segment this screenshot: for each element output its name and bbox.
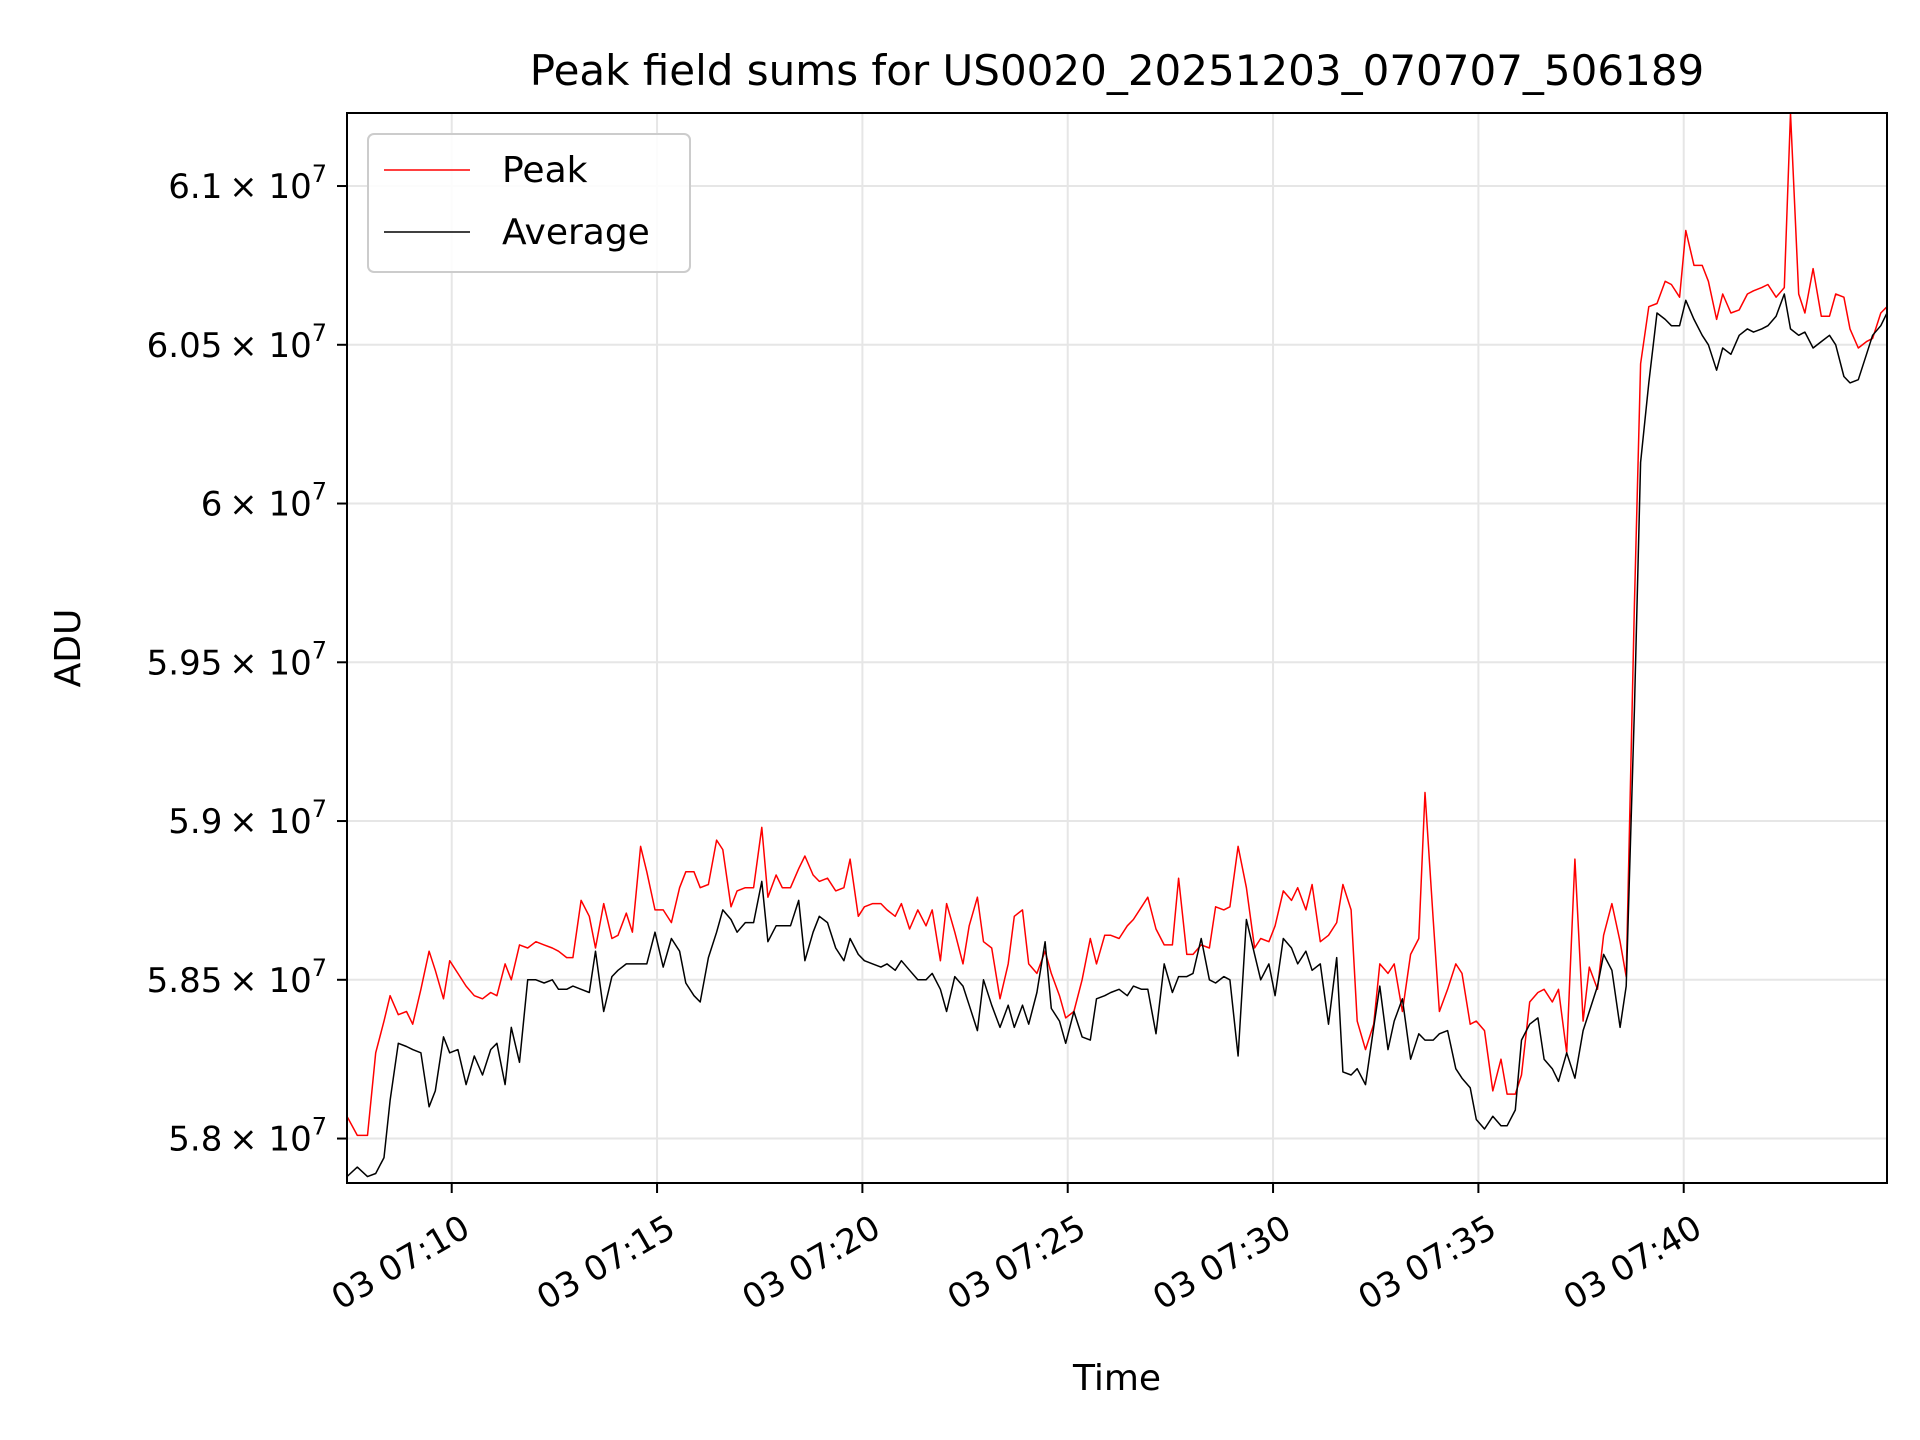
y-tick-label: 5.8 × 107: [168, 1113, 327, 1160]
series-layer: [347, 113, 1887, 1178]
y-tick-label: 6.1 × 107: [168, 160, 327, 207]
x-axis-label: Time: [1072, 1358, 1161, 1399]
legend: Peak Average: [367, 133, 691, 273]
y-tick-label: 5.9 × 107: [168, 795, 327, 842]
series-line-average: [347, 293, 1887, 1178]
y-tick-exponent: 7: [312, 478, 327, 506]
y-tick-mantissa: 5.85 × 10: [147, 961, 312, 1001]
y-tick-exponent: 7: [312, 160, 327, 188]
y-tick-mantissa: 6.1 × 10: [168, 167, 311, 207]
y-tick-mantissa: 6.05 × 10: [147, 326, 312, 366]
y-tick-exponent: 7: [312, 636, 327, 664]
y-tick-label: 5.95 × 107: [147, 636, 327, 683]
y-tick-exponent: 7: [312, 319, 327, 347]
legend-label-peak: Peak: [502, 150, 588, 191]
legend-label-average: Average: [502, 212, 650, 253]
y-axis-label: ADU: [48, 609, 89, 688]
y-tick-mantissa: 5.95 × 10: [147, 643, 312, 683]
plot-area: [347, 113, 1887, 1178]
chart-title: Peak field sums for US0020_20251203_0707…: [530, 46, 1705, 95]
y-tick-exponent: 7: [312, 954, 327, 982]
y-tick-exponent: 7: [312, 795, 327, 823]
y-tick-exponent: 7: [312, 1113, 327, 1141]
y-tick-mantissa: 5.8 × 10: [168, 1120, 311, 1160]
y-tick-label: 6 × 107: [201, 478, 327, 525]
legend-box: [367, 133, 691, 273]
plot-frame: [346, 112, 1888, 1184]
y-tick-label: 5.85 × 107: [147, 954, 327, 1001]
y-tick-label: 6.05 × 107: [147, 319, 327, 366]
y-tick-mantissa: 5.9 × 10: [168, 802, 311, 842]
series-line-peak: [347, 113, 1887, 1137]
y-tick-mantissa: 6 × 10: [201, 485, 312, 525]
